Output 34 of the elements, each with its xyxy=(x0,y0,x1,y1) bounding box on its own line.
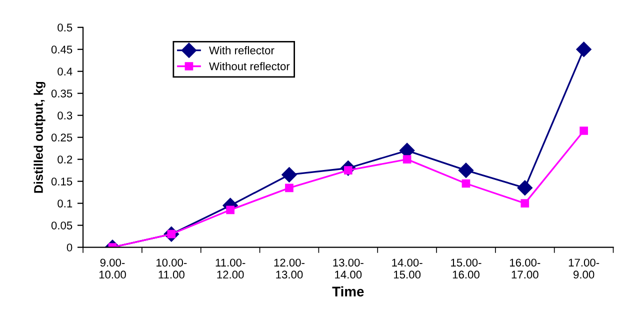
y-tick-label: 0.15 xyxy=(51,178,72,186)
point xyxy=(576,42,592,57)
x-tick-label: 14.00- 15.00 xyxy=(392,258,422,279)
y-tick-label: 0.4 xyxy=(58,68,72,76)
y-tick-label: 0.1 xyxy=(58,200,72,208)
x-tick-label: 17.00- 9.00 xyxy=(568,258,600,279)
y-tick-label: 0.3 xyxy=(58,112,72,120)
x-tick-label: 11.00- 12.00 xyxy=(216,258,246,279)
x-tick-label: 12.00- 13.00 xyxy=(274,258,304,279)
point xyxy=(520,199,530,208)
y-tick-label: 0 xyxy=(66,244,72,252)
y-tick-label: 0.05 xyxy=(51,222,72,230)
point xyxy=(285,184,294,192)
x-tick-label: 16.00- 17.00 xyxy=(510,258,540,279)
legend-label: With reflector xyxy=(209,46,274,54)
x-tick-label: 10.00- 11.00 xyxy=(156,258,187,279)
y-axis-title: Distilled output, kg xyxy=(34,82,46,193)
x-tick-label: 13.00- 14.00 xyxy=(333,258,364,279)
y-tick-label: 0.2 xyxy=(58,156,72,164)
point xyxy=(282,167,297,182)
point xyxy=(517,180,532,196)
y-tick-label: 0.45 xyxy=(51,46,72,54)
x-axis-title: Time xyxy=(332,286,364,296)
x-tick-label: 15.00- 16.00 xyxy=(451,258,482,279)
point xyxy=(458,162,474,178)
point xyxy=(462,179,470,188)
x-tick-label: 9.00- 10.00 xyxy=(99,258,126,279)
y-tick-label: 0.25 xyxy=(51,134,72,142)
point xyxy=(226,206,234,214)
legend-label: Without reflector xyxy=(209,62,290,70)
point xyxy=(402,155,412,164)
point xyxy=(580,126,588,135)
y-tick-label: 0.35 xyxy=(51,90,72,98)
y-tick-label: 0.5 xyxy=(58,24,72,32)
